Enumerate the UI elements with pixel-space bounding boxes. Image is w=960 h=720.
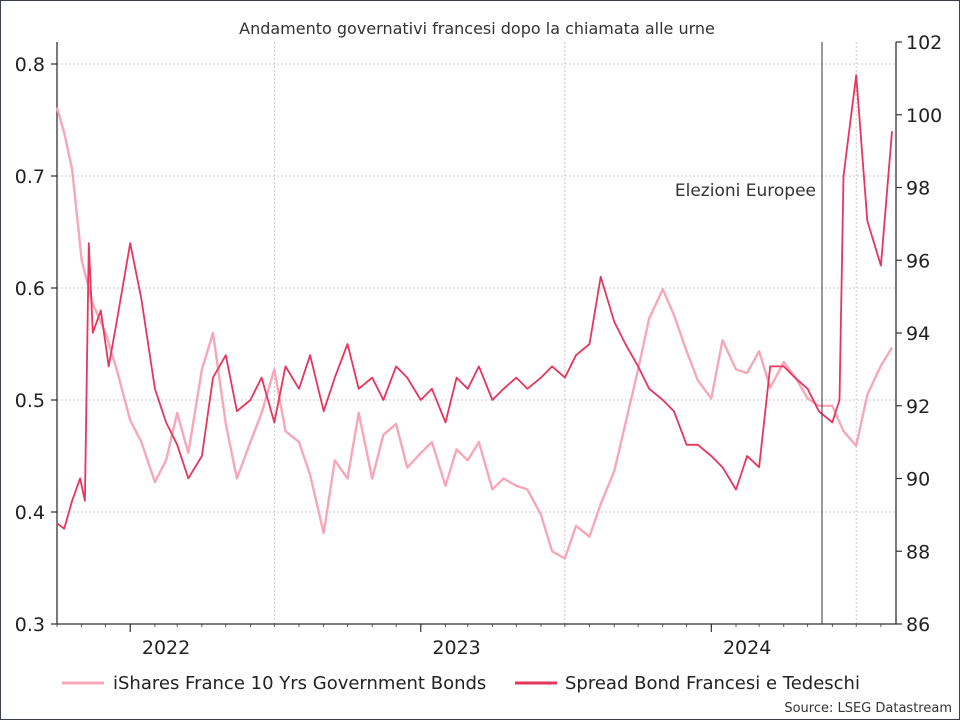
series-line-ishares (55, 107, 894, 560)
legend-label-spread: Spread Bond Francesi e Tedeschi (565, 673, 860, 694)
left-tick-label: 0.7 (15, 166, 45, 188)
annotation-elezioni: Elezioni Europee (675, 181, 816, 201)
x-tick-label: 2024 (723, 637, 771, 659)
right-tick-label: 92 (906, 396, 930, 418)
left-tick-label: 0.3 (15, 614, 45, 636)
right-tick-label: 98 (906, 178, 930, 200)
right-tick-label: 96 (906, 250, 930, 272)
chart-title: Andamento governativi francesi dopo la c… (239, 19, 715, 38)
right-tick-label: 88 (906, 541, 930, 563)
x-tick-label: 2022 (142, 637, 190, 659)
left-tick-label: 0.4 (15, 502, 45, 524)
left-tick-label: 0.5 (15, 390, 45, 412)
left-tick-label: 0.8 (15, 54, 45, 76)
source-note: Source: LSEG Datastream (784, 701, 952, 716)
right-tick-label: 94 (906, 323, 930, 345)
grid (57, 42, 896, 625)
x-tick-label: 2023 (432, 637, 480, 659)
series-line-spread (56, 74, 893, 530)
right-axis-ticks: 86 88 90 92 94 96 98 100 102 (896, 32, 942, 636)
right-tick-label: 86 (906, 614, 930, 636)
right-tick-label: 100 (906, 105, 942, 127)
right-tick-label: 90 (906, 469, 930, 491)
left-axis-ticks: 0.3 0.4 0.5 0.6 0.7 0.8 (15, 54, 57, 636)
x-axis-ticks: 2022 2023 2024 (56, 624, 882, 659)
right-tick-label: 102 (906, 32, 942, 54)
legend-label-ishares: iShares France 10 Yrs Government Bonds (113, 673, 486, 694)
left-tick-label: 0.6 (15, 278, 45, 300)
